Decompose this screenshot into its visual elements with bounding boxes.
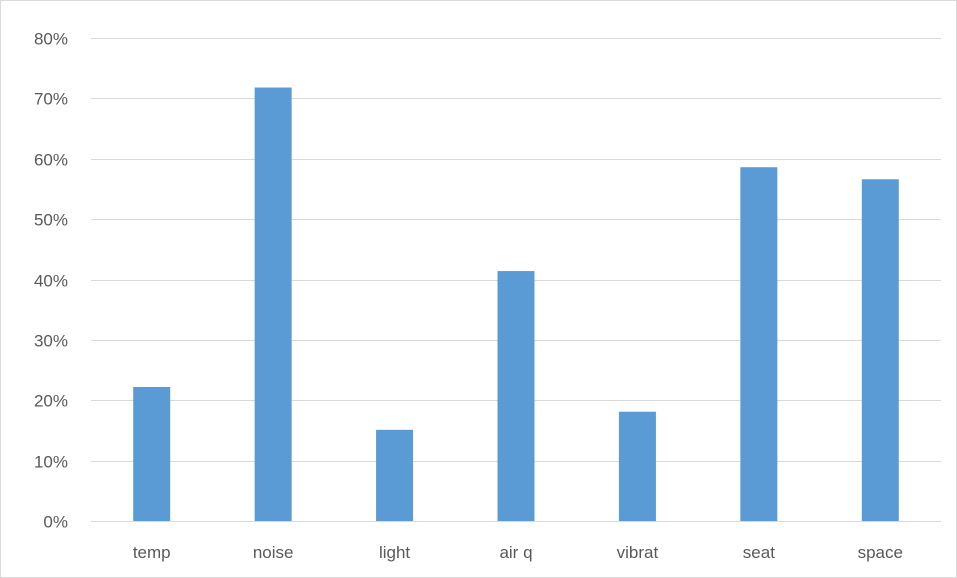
x-category-label: air q	[499, 543, 532, 562]
bar-air-q	[497, 271, 535, 521]
x-axis-labels: temp noise light air q vibrat seat space	[133, 543, 903, 562]
y-tick-label: 10%	[34, 453, 68, 472]
y-tick-label: 30%	[34, 332, 68, 351]
bar-light	[376, 429, 414, 521]
y-tick-label: 80%	[34, 30, 68, 49]
y-axis-ticks: 0% 10% 20% 30% 40% 50% 60% 70% 80%	[34, 30, 68, 532]
x-category-label: seat	[743, 543, 775, 562]
x-category-label: noise	[253, 543, 294, 562]
x-category-label: temp	[133, 543, 171, 562]
y-tick-label: 20%	[34, 392, 68, 411]
y-tick-label: 50%	[34, 211, 68, 230]
y-tick-label: 70%	[34, 90, 68, 109]
bar-seat	[740, 167, 778, 521]
x-category-label: space	[858, 543, 903, 562]
bars	[133, 87, 899, 521]
y-tick-label: 40%	[34, 272, 68, 291]
y-tick-label: 0%	[43, 513, 68, 532]
bar-noise	[254, 87, 292, 521]
bar-temp	[133, 386, 171, 521]
bar-space	[861, 179, 899, 521]
bar-vibrat	[618, 411, 656, 521]
y-tick-label: 60%	[34, 151, 68, 170]
x-category-label: vibrat	[617, 543, 659, 562]
x-category-label: light	[379, 543, 410, 562]
